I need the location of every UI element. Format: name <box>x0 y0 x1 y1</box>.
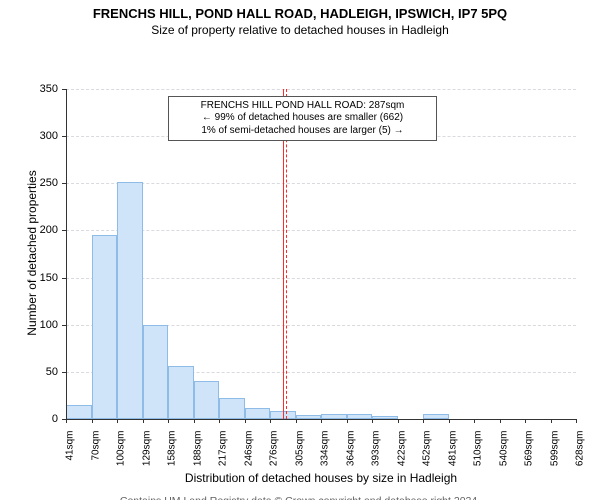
x-tick-label: 100sqm <box>116 431 127 467</box>
x-tick <box>576 419 577 423</box>
footer-attribution: Contains HM Land Registry data © Crown c… <box>0 495 600 500</box>
annotation-line: ← 99% of detached houses are smaller (66… <box>175 112 430 125</box>
x-axis-label: Distribution of detached houses by size … <box>66 471 576 485</box>
plot-area: FRENCHS HILL POND HALL ROAD: 287sqm← 99%… <box>66 89 576 419</box>
x-tick-label: 217sqm <box>218 431 229 467</box>
x-tick-label: 305sqm <box>294 431 305 467</box>
x-tick-label: 70sqm <box>90 431 101 461</box>
x-tick-label: 276sqm <box>269 431 280 467</box>
histogram-bar <box>66 405 92 419</box>
x-axis-line <box>66 419 576 420</box>
histogram-bar <box>219 398 245 419</box>
x-tick-label: 246sqm <box>243 431 254 467</box>
x-tick-label: 188sqm <box>192 431 203 467</box>
annotation-line: 1% of semi-detached houses are larger (5… <box>175 125 430 138</box>
x-tick-label: 422sqm <box>396 431 407 467</box>
x-tick-label: 334sqm <box>320 431 331 467</box>
x-tick-label: 364sqm <box>345 431 356 467</box>
gridline <box>66 183 576 184</box>
footer-line-1: Contains HM Land Registry data © Crown c… <box>0 495 600 500</box>
x-tick-label: 129sqm <box>141 431 152 467</box>
x-tick-label: 599sqm <box>549 431 560 467</box>
y-axis-label: Number of detached properties <box>25 153 39 353</box>
x-tick-label: 510sqm <box>473 431 484 467</box>
histogram-bar <box>143 325 169 419</box>
gridline <box>66 278 576 279</box>
y-axis-line <box>66 89 67 419</box>
x-tick-label: 452sqm <box>422 431 433 467</box>
x-tick-label: 158sqm <box>167 431 178 467</box>
histogram-bar <box>245 408 271 419</box>
x-tick-label: 41sqm <box>65 431 76 461</box>
gridline <box>66 89 576 90</box>
x-tick-label: 569sqm <box>524 431 535 467</box>
gridline <box>66 230 576 231</box>
histogram-bar <box>168 366 194 419</box>
histogram-bar <box>92 235 118 419</box>
y-tick-label: 0 <box>28 413 58 425</box>
y-tick-label: 50 <box>28 366 58 378</box>
x-tick-label: 628sqm <box>575 431 586 467</box>
annotation-box: FRENCHS HILL POND HALL ROAD: 287sqm← 99%… <box>168 96 437 142</box>
y-tick-label: 350 <box>28 83 58 95</box>
histogram-bar <box>117 182 143 419</box>
x-tick-label: 540sqm <box>498 431 509 467</box>
histogram-chart: FRENCHS HILL POND HALL ROAD: 287sqm← 99%… <box>0 39 600 500</box>
y-tick-label: 300 <box>28 130 58 142</box>
x-tick-label: 393sqm <box>371 431 382 467</box>
annotation-line: FRENCHS HILL POND HALL ROAD: 287sqm <box>175 100 430 113</box>
x-tick-label: 481sqm <box>447 431 458 467</box>
chart-title-line2: Size of property relative to detached ho… <box>0 21 600 39</box>
histogram-bar <box>194 381 220 419</box>
chart-title-line1: FRENCHS HILL, POND HALL ROAD, HADLEIGH, … <box>0 0 600 21</box>
